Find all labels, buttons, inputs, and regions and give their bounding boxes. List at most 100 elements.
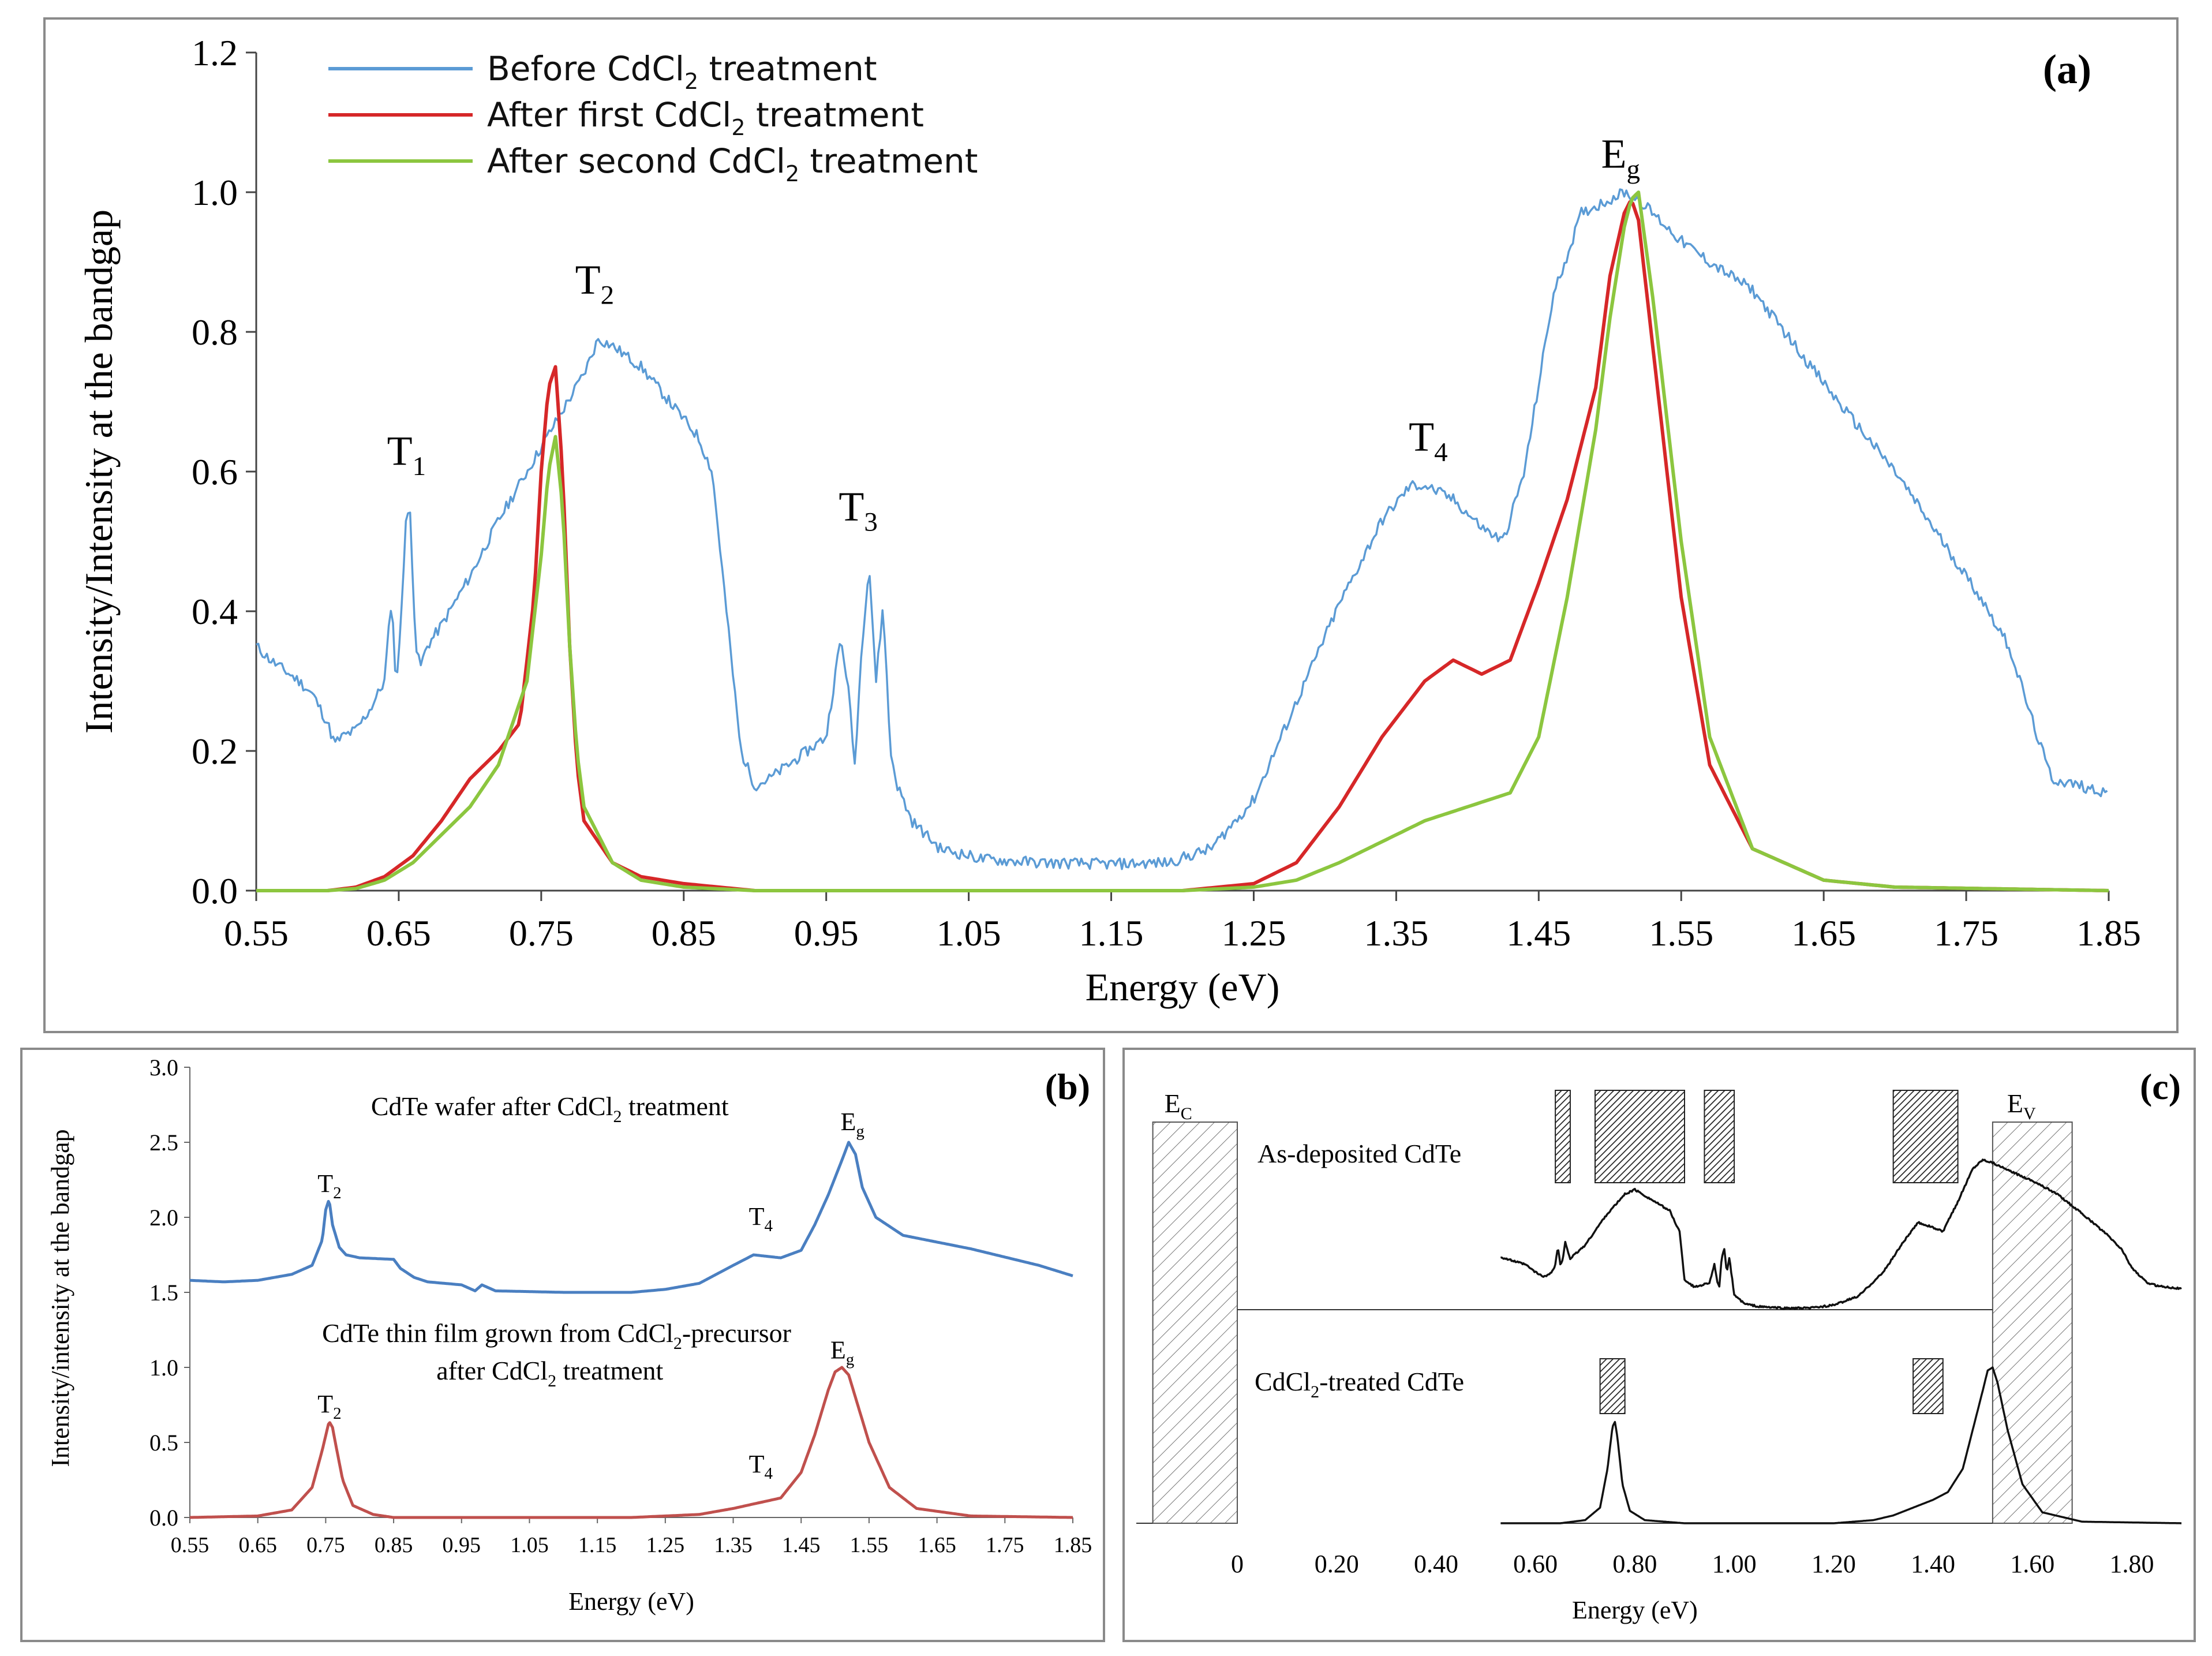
x-tick-label: 1.00 <box>1712 1550 1757 1578</box>
y-tick-label: 2.0 <box>149 1205 178 1231</box>
series-line-2 <box>256 190 2109 892</box>
series-line-cdcl2-treated <box>1500 1366 2182 1524</box>
trap-band-top-3 <box>1892 1090 1959 1183</box>
x-tick-label: 1.20 <box>1811 1550 1856 1578</box>
panel-a: 0.0 0.2 0.4 0.6 0.8 1.0 1.2 0.55 0.65 0.75 0.85 0.9… <box>43 17 2179 1033</box>
x-tick-label: 1.40 <box>1911 1550 1955 1578</box>
trap-band-bottom-0 <box>1599 1358 1626 1414</box>
y-tick-label: 0.6 <box>192 451 238 492</box>
film-caption-2: after CdCl2 treatment <box>436 1356 663 1390</box>
y-tick-label: 1.2 <box>192 32 238 73</box>
peak-annotation-1: T2 <box>575 256 614 310</box>
y-tick-label: 0.2 <box>192 731 238 772</box>
y-tick-label: 0.5 <box>149 1430 178 1456</box>
x-tick-label: 0 <box>1231 1550 1244 1578</box>
peak-annotation-5: Eg <box>830 1336 854 1369</box>
y-tick-label: 0.8 <box>192 312 238 353</box>
x-tick-label: 1.25 <box>646 1533 685 1557</box>
x-tick-label: 1.15 <box>1079 913 1144 954</box>
x-tick-label: 1.05 <box>510 1533 549 1557</box>
x-tick-label: 1.75 <box>1934 913 1998 954</box>
x-tick-label: 0.80 <box>1612 1550 1657 1578</box>
y-tick-label: 0.0 <box>149 1505 178 1531</box>
series-line-1 <box>189 1366 1073 1519</box>
peak-annotation-4: Eg <box>1601 131 1640 185</box>
x-tick-label: 0.40 <box>1414 1550 1458 1578</box>
x-tick-label: 0.55 <box>171 1533 209 1557</box>
trap-band-top-1 <box>1595 1090 1685 1183</box>
series-line-0 <box>189 1141 1073 1294</box>
x-tick-label: 1.25 <box>1221 913 1286 954</box>
y-axis-label: Intensity/Intensity at the bandgap <box>77 210 121 734</box>
y-axis-label: Intensity/intensity at the bandgap <box>46 1129 74 1467</box>
x-tick-label: 1.55 <box>850 1533 889 1557</box>
ec-label: EC <box>1165 1089 1192 1123</box>
x-tick-label: 0.85 <box>652 913 716 954</box>
y-tick-label: 3.0 <box>149 1055 178 1081</box>
panel-label: (c) <box>2140 1066 2181 1107</box>
x-tick-label: 1.45 <box>782 1533 821 1557</box>
x-tick-label: 1.80 <box>2110 1550 2154 1578</box>
chart-c: EC EV As-deposited CdTe CdCl2-treated CdTe 0… <box>1136 1066 2182 1624</box>
x-tick-label: 0.95 <box>794 913 859 954</box>
peak-annotation-2: Eg <box>841 1108 864 1141</box>
panel-b: 0.0 0.5 1.0 1.5 2.0 2.5 3.0 0.55 0.65 0.75 0.85 0.9… <box>20 1048 1105 1642</box>
y-tick-label: 1.0 <box>149 1355 178 1381</box>
x-tick-label: 0.75 <box>509 913 574 954</box>
y-tick-label: 2.5 <box>149 1130 178 1156</box>
x-axis-label: Energy (eV) <box>1086 965 1280 1009</box>
y-tick-label: 0.0 <box>192 870 238 911</box>
x-tick-label: 1.05 <box>937 913 1001 954</box>
x-tick-label: 0.55 <box>224 913 289 954</box>
legend-label-2: After second CdCl2 treatment <box>487 141 978 186</box>
trap-band-bottom-1 <box>1912 1358 1944 1414</box>
series-line-0 <box>256 188 2108 870</box>
x-tick-label: 1.85 <box>2076 913 2141 954</box>
x-tick-label: 0.65 <box>366 913 431 954</box>
chart-b: 0.0 0.5 1.0 1.5 2.0 2.5 3.0 0.55 0.65 0.75 0.85 0.9… <box>46 1055 1092 1616</box>
x-tick-label: 0.85 <box>375 1533 413 1557</box>
x-tick-label: 0.20 <box>1315 1550 1359 1578</box>
peak-annotation-1: T4 <box>749 1202 773 1235</box>
x-tick-label: 1.35 <box>714 1533 753 1557</box>
ev-band <box>1992 1122 2073 1524</box>
peak-annotation-0: T1 <box>387 428 426 481</box>
x-tick-label: 1.55 <box>1649 913 1713 954</box>
peak-annotation-0: T2 <box>317 1169 341 1202</box>
x-tick-label: 0.65 <box>238 1533 277 1557</box>
x-tick-label: 1.15 <box>578 1533 617 1557</box>
series-line-1 <box>256 200 2109 892</box>
x-tick-label: 1.75 <box>986 1533 1024 1557</box>
wafer-caption: CdTe wafer after CdCl2 treatment <box>371 1091 729 1126</box>
x-tick-label: 1.35 <box>1364 913 1428 954</box>
x-tick-label: 1.85 <box>1054 1533 1092 1557</box>
series-line-as-deposited <box>1500 1158 2182 1310</box>
panel-label: (a) <box>2043 46 2091 92</box>
panel-label: (b) <box>1045 1066 1090 1107</box>
peak-annotation-4: T4 <box>749 1450 773 1483</box>
x-tick-label: 1.65 <box>1791 913 1856 954</box>
ev-label: EV <box>2007 1089 2036 1123</box>
peak-annotation-2: T3 <box>839 484 877 537</box>
cdcl2-treated-label: CdCl2-treated CdTe <box>1255 1367 1464 1401</box>
as-deposited-label: As-deposited CdTe <box>1257 1139 1461 1168</box>
panel-c: EC EV As-deposited CdTe CdCl2-treated CdTe 0… <box>1122 1048 2196 1642</box>
legend-label-0: Before CdCl2 treatment <box>487 49 877 94</box>
x-tick-label: 0.95 <box>443 1533 481 1557</box>
x-axis-label: Energy (eV) <box>568 1587 694 1616</box>
x-axis-label: Energy (eV) <box>1572 1596 1698 1624</box>
ec-band <box>1152 1122 1238 1524</box>
legend-label-1: After first CdCl2 treatment <box>487 95 924 140</box>
y-tick-label: 1.5 <box>149 1280 178 1306</box>
x-tick-label: 1.60 <box>2010 1550 2054 1578</box>
film-caption-1: CdTe thin film grown from CdCl2-precurso… <box>322 1318 791 1353</box>
x-tick-label: 0.75 <box>306 1533 345 1557</box>
trap-band-top-2 <box>1704 1090 1735 1183</box>
peak-annotation-3: T2 <box>317 1390 341 1423</box>
trap-band-top-0 <box>1555 1090 1571 1183</box>
chart-a: 0.0 0.2 0.4 0.6 0.8 1.0 1.2 0.55 0.65 0.75 0.85 0.9… <box>77 32 2141 1009</box>
y-tick-label: 1.0 <box>192 172 238 213</box>
y-tick-label: 0.4 <box>192 591 238 632</box>
x-tick-label: 0.60 <box>1513 1550 1558 1578</box>
x-tick-label: 1.65 <box>918 1533 956 1557</box>
